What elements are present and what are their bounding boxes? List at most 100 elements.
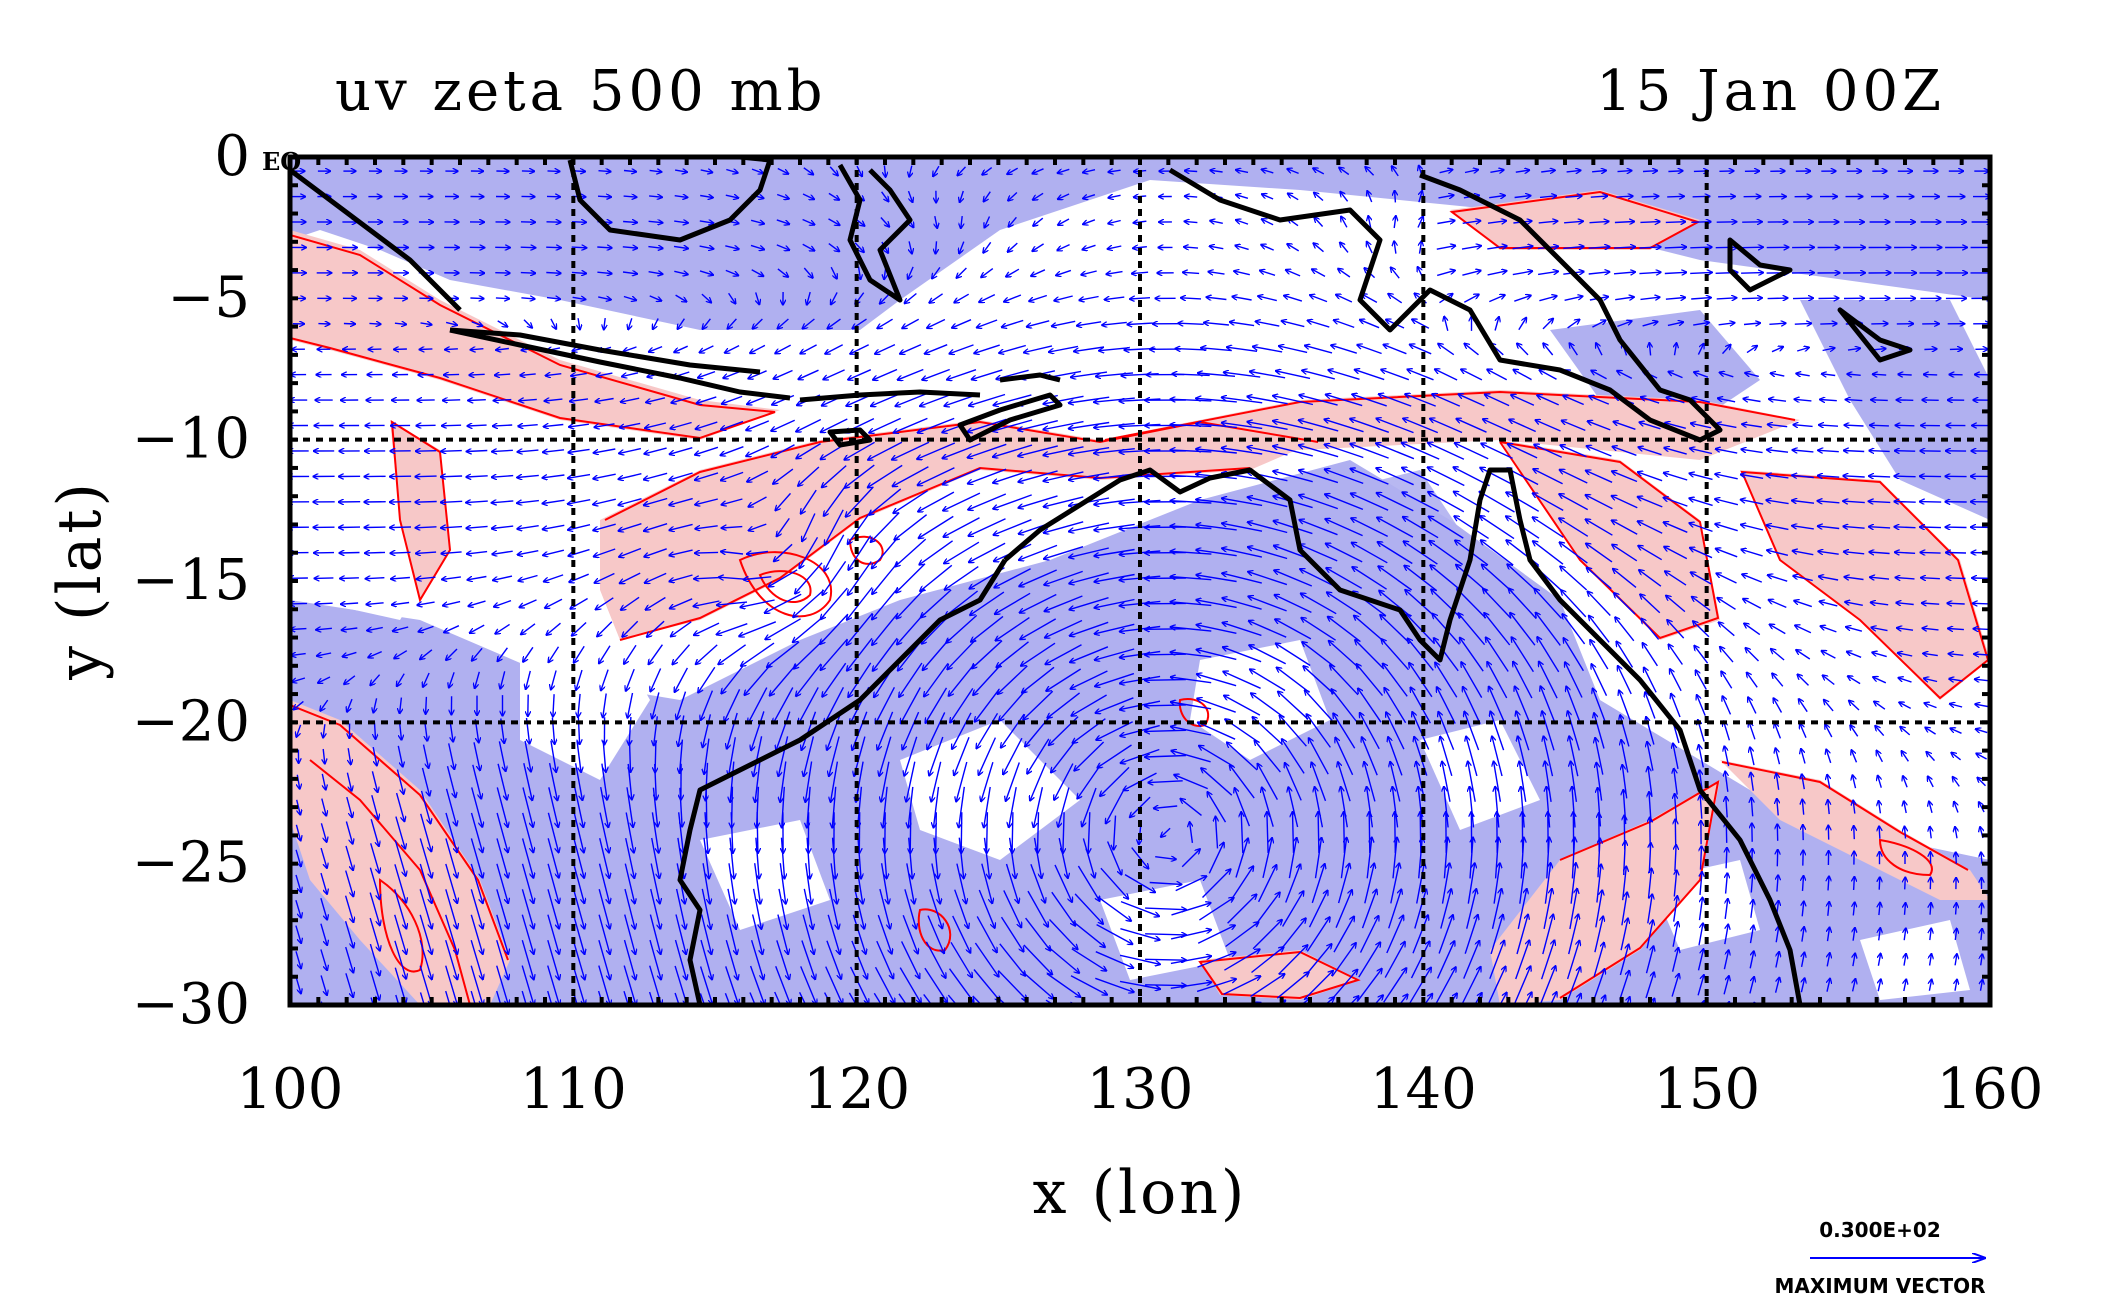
wind-vector (1262, 219, 1274, 226)
wind-vector (802, 218, 815, 225)
wind-vector (1196, 449, 1237, 454)
wind-vector (1649, 343, 1650, 356)
wind-vector (1230, 322, 1255, 327)
wind-vector (1462, 271, 1480, 276)
wind-vector (1083, 244, 1096, 249)
wind-vector (1308, 321, 1330, 328)
wind-vector (1340, 192, 1349, 202)
wind-vector (957, 267, 967, 278)
wind-vector (776, 219, 789, 224)
wind-vector (624, 1019, 635, 1054)
wind-vector (1796, 348, 1809, 352)
wind-vector (1273, 396, 1314, 406)
y-tick-labels: 0 −5 −10 −15 −20 −25 −30 (132, 124, 250, 1037)
wind-vector (1419, 191, 1422, 203)
wind-vector (898, 368, 924, 380)
wind-vector (1980, 1031, 1983, 1042)
wind-vector (1350, 419, 1390, 433)
wind-vector (623, 196, 637, 197)
wind-vector (1299, 470, 1339, 484)
wind-vector (396, 1023, 404, 1050)
wind-vector (573, 1017, 585, 1056)
wind-vector (1018, 470, 1058, 482)
wind-vector (520, 247, 536, 248)
wind-vector (1769, 323, 1785, 324)
wind-vector (1537, 395, 1559, 406)
wind-vector (624, 346, 637, 352)
wind-vector (773, 468, 794, 484)
wind-vector (993, 444, 1033, 457)
wind-vector (1444, 317, 1449, 331)
wind-vector (623, 171, 636, 172)
wind-vector (1325, 419, 1364, 433)
wind-vector (695, 552, 719, 553)
wind-vector (699, 270, 713, 275)
wind-vector (1083, 170, 1096, 173)
wind-vector (1310, 295, 1328, 303)
wind-vector (1222, 448, 1263, 455)
wind-vector (1094, 448, 1135, 454)
wind-vector (1489, 196, 1505, 198)
wind-vector (649, 345, 663, 352)
wind-vector (1871, 400, 1888, 401)
wind-vector (1008, 191, 1018, 201)
wind-vector (1592, 1022, 1605, 1050)
wind-vector (954, 293, 970, 302)
wind-vector (1095, 1031, 1134, 1042)
wind-vector (909, 241, 912, 253)
wind-vector (1027, 320, 1050, 327)
wind-vector (728, 292, 736, 303)
wind-vector (1617, 321, 1631, 328)
wind-vector (1052, 320, 1076, 326)
wind-vector (775, 344, 792, 353)
wind-vector (701, 293, 711, 302)
wind-vector (1795, 399, 1812, 401)
wind-vector (1691, 423, 1712, 429)
wind-vector (1314, 218, 1324, 227)
wind-vector (1487, 271, 1507, 276)
wind-vector (1247, 397, 1288, 405)
wind-vector (1613, 447, 1637, 456)
wind-vector (1210, 170, 1223, 172)
wind-vector (1108, 170, 1121, 172)
wind-vector (1058, 218, 1070, 225)
wind-vector (750, 220, 764, 223)
wind-vector (935, 215, 937, 228)
y-tick-label: −15 (132, 548, 250, 613)
wind-vector (1314, 243, 1324, 253)
wind-vector (1339, 168, 1350, 176)
wind-vector (1796, 374, 1810, 376)
wind-vector (920, 393, 953, 406)
x-tick-label: 140 (1370, 1057, 1477, 1122)
wind-vector (859, 266, 861, 280)
wind-vector (1379, 394, 1412, 407)
wind-vector (492, 450, 513, 451)
wind-vector (1904, 1031, 1907, 1042)
wind-vector (544, 425, 564, 427)
wind-vector (1145, 680, 1186, 681)
wind-vector (1338, 269, 1351, 278)
wind-vector (646, 397, 666, 403)
wind-vector (1461, 369, 1483, 381)
wind-vector (1262, 169, 1274, 173)
wind-vector (674, 271, 687, 274)
wind-vector (619, 473, 642, 479)
wind-vector (296, 1029, 300, 1043)
wind-vector (803, 318, 815, 329)
wind-vector (416, 451, 437, 452)
wind-vector (1665, 423, 1686, 429)
wind-vector (1077, 321, 1102, 326)
wind-vector (894, 417, 928, 432)
wind-vector (1494, 317, 1499, 331)
wind-vector (1718, 323, 1735, 325)
wind-vector (1792, 298, 1813, 299)
wind-vector (1587, 446, 1612, 457)
wind-vector (1514, 196, 1531, 198)
wind-vector (1672, 1026, 1680, 1046)
wind-vector (893, 466, 929, 487)
wind-vector (1896, 425, 1915, 426)
wind-vector (1365, 167, 1375, 176)
wind-vector (756, 292, 760, 304)
wind-vector (880, 217, 889, 227)
